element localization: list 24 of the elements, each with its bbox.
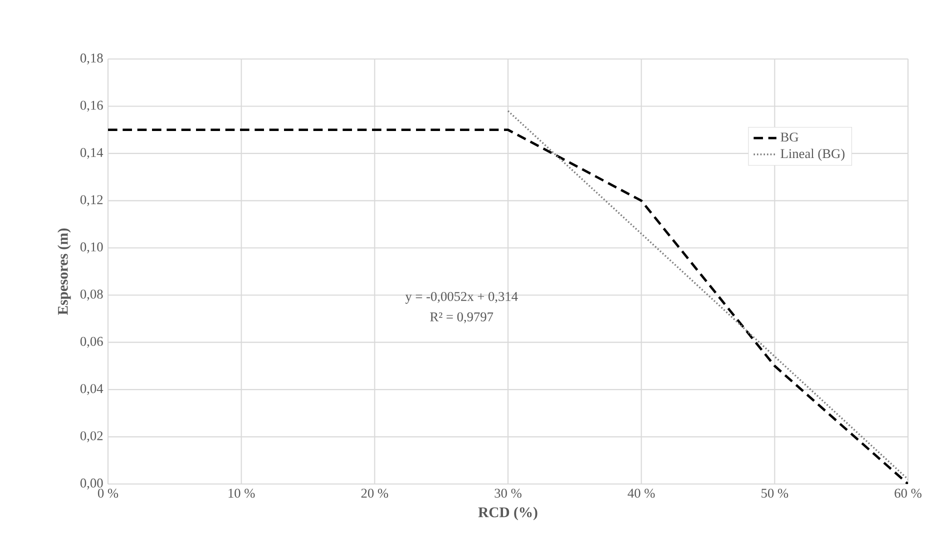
x-axis-title: RCD (%) [478,506,538,520]
y-tick-label: 0,12 [80,195,103,206]
x-tick-label: 50 % [762,488,788,498]
y-tick-label: 0,02 [80,431,103,442]
annotation: y = -0,0052x + 0,314 [405,292,518,304]
legend-label: BG [780,132,798,142]
y-tick-label: 0,16 [80,100,103,112]
annotation: R² = 0,9797 [430,312,494,324]
y-tick-label: 0,00 [80,478,103,490]
x-tick-label: 30 % [494,488,522,498]
y-tick-label: 0,10 [80,242,103,254]
y-tick-label: 0,06 [80,336,103,348]
legend-label: Lineal (BG) [780,148,844,161]
x-tick-label: 10 % [228,488,255,498]
y-axis-title: Espesores (m) [58,228,71,315]
x-tick-label: 0 % [98,488,118,498]
x-tick-label: 60 % [894,488,922,498]
y-tick-label: 0,08 [80,290,103,301]
y-tick-label: 0,14 [80,148,104,159]
x-tick-label: 20 % [361,488,388,498]
x-tick-label: 40 % [628,488,655,498]
y-tick-label: 0,18 [80,54,103,64]
y-tick-label: 0,04 [80,384,104,396]
line-series [108,128,908,484]
